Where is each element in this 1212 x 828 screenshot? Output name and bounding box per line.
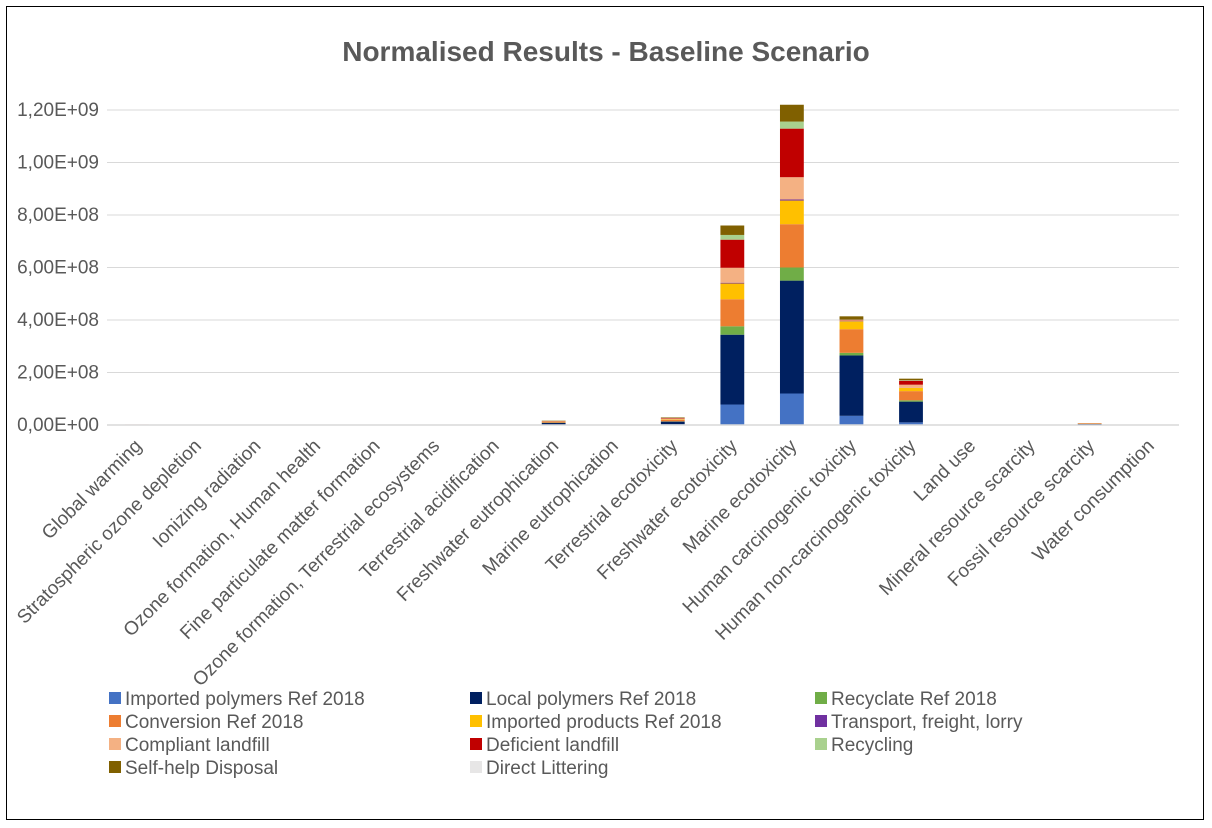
- y-tick-label: 4,00E+08: [17, 310, 99, 331]
- bar-segment-conversion-ref-2018: [839, 329, 864, 353]
- legend-swatch-recyclate-ref-2018: [815, 692, 827, 704]
- chart-title: Normalised Results - Baseline Scenario: [342, 36, 870, 67]
- bar-segment-imported-polymers-ref-2018: [839, 415, 864, 425]
- bar-segment-compliant-landfill: [779, 177, 804, 200]
- bar-segment-compliant-landfill: [720, 267, 745, 283]
- bar-segment-deficient-landfill: [779, 128, 804, 178]
- bar-segment-imported-products-ref-2018: [779, 200, 804, 225]
- legend-label-transport-freight-lorry: Transport, freight, lorry: [831, 712, 1023, 733]
- bar-segment-local-polymers-ref-2018: [839, 355, 864, 416]
- bar-segment-self-help-disposal: [779, 104, 804, 122]
- legend-swatch-imported-products-ref-2018: [470, 715, 482, 727]
- legend-swatch-deficient-landfill: [470, 738, 482, 750]
- bar-segment-compliant-landfill: [899, 384, 923, 388]
- bar-segment-local-polymers-ref-2018: [541, 422, 566, 425]
- legend-label-direct-littering: Direct Littering: [486, 758, 609, 779]
- bar-segment-imported-products-ref-2018: [839, 321, 864, 330]
- x-category-label: Marine ecotoxicity: [679, 435, 802, 558]
- legend-swatch-recycling: [815, 738, 827, 750]
- bar-segment-conversion-ref-2018: [660, 419, 685, 422]
- legend-swatch-imported-polymers-ref-2018: [109, 692, 121, 704]
- legend-swatch-compliant-landfill: [109, 738, 121, 750]
- bar-segment-imported-polymers-ref-2018: [899, 422, 923, 425]
- legend: Imported polymers Ref 2018 Local polymers…: [109, 689, 1023, 779]
- y-tick-label: 1,20E+09: [17, 100, 99, 121]
- bar-segment-recycling: [779, 121, 804, 129]
- legend-label-recyclate-ref-2018: Recyclate Ref 2018: [831, 689, 997, 710]
- bar-segment-imported-products-ref-2018: [720, 283, 745, 300]
- bar-segment-conversion-ref-2018: [899, 391, 923, 401]
- bar-segment-recyclate-ref-2018: [720, 326, 745, 335]
- bar-segment-transport-freight-lorry: [720, 282, 745, 284]
- y-tick-label: 1,00E+09: [17, 153, 99, 174]
- y-tick-label: 0,00E+00: [17, 415, 99, 436]
- gridlines: [107, 109, 1179, 373]
- bar-segment-conversion-ref-2018: [779, 224, 804, 268]
- legend-label-imported-polymers-ref-2018: Imported polymers Ref 2018: [125, 689, 365, 710]
- legend-label-compliant-landfill: Compliant landfill: [125, 735, 270, 756]
- legend-label-deficient-landfill: Deficient landfill: [486, 735, 619, 756]
- bar-segment-deficient-landfill: [660, 418, 685, 419]
- legend-swatch-local-polymers-ref-2018: [470, 692, 482, 704]
- legend-label-self-help-disposal: Self-help Disposal: [125, 758, 278, 779]
- bar-segment-self-help-disposal: [899, 378, 923, 381]
- legend-label-conversion-ref-2018: Conversion Ref 2018: [125, 712, 304, 733]
- bar-segment-self-help-disposal: [839, 316, 864, 320]
- chart-frame: Normalised Results - Baseline Scenario 0…: [6, 6, 1204, 820]
- bar-segment-recycling: [720, 234, 745, 240]
- legend-swatch-transport-freight-lorry: [815, 715, 827, 727]
- bar-segment-imported-products-ref-2018: [899, 387, 923, 392]
- bar-segment-deficient-landfill: [720, 239, 745, 268]
- y-tick-label: 2,00E+08: [17, 363, 99, 384]
- bar-segment-local-polymers-ref-2018: [660, 421, 685, 425]
- bar-segment-deficient-landfill: [899, 380, 923, 385]
- bar-segment-conversion-ref-2018: [541, 421, 566, 423]
- x-category-label: Global warming: [38, 436, 146, 544]
- bar-segment-compliant-landfill: [839, 320, 864, 322]
- bar-segment-deficient-landfill: [839, 319, 864, 321]
- bar-segment-imported-products-ref-2018: [660, 419, 685, 420]
- bar-segment-recyclate-ref-2018: [839, 352, 864, 356]
- bar-segment-recyclate-ref-2018: [779, 267, 804, 281]
- legend-swatch-self-help-disposal: [109, 761, 121, 773]
- bar-segment-compliant-landfill: [660, 418, 685, 420]
- legend-swatch-conversion-ref-2018: [109, 715, 121, 727]
- stacked-bar-chart: Normalised Results - Baseline Scenario 0…: [13, 36, 1179, 779]
- bar-segment-imported-polymers-ref-2018: [779, 393, 804, 425]
- x-category-label: Ionizing radiation: [149, 436, 265, 552]
- y-tick-label: 8,00E+08: [17, 205, 99, 226]
- legend-label-imported-products-ref-2018: Imported products Ref 2018: [486, 712, 722, 733]
- bar-segment-local-polymers-ref-2018: [779, 280, 804, 394]
- bars: [124, 104, 1162, 425]
- bar-segment-conversion-ref-2018: [1077, 423, 1102, 424]
- bar-segment-self-help-disposal: [660, 417, 685, 418]
- bar-segment-transport-freight-lorry: [779, 199, 804, 201]
- bar-segment-local-polymers-ref-2018: [720, 334, 745, 405]
- legend-label-local-polymers-ref-2018: Local polymers Ref 2018: [486, 689, 696, 710]
- bar-segment-imported-polymers-ref-2018: [720, 404, 745, 425]
- bar-segment-self-help-disposal: [720, 225, 745, 235]
- legend-label-recycling: Recycling: [831, 735, 913, 756]
- y-axis-ticks: 0,00E+00 2,00E+08 4,00E+08 6,00E+08 8,00E+08…: [17, 100, 99, 436]
- bar-segment-recyclate-ref-2018: [899, 400, 923, 402]
- bar-segment-recycling: [899, 380, 923, 381]
- bar-segment-local-polymers-ref-2018: [899, 401, 923, 423]
- y-tick-label: 6,00E+08: [17, 258, 99, 279]
- legend-swatch-direct-littering: [470, 761, 482, 773]
- bar-segment-conversion-ref-2018: [720, 299, 745, 327]
